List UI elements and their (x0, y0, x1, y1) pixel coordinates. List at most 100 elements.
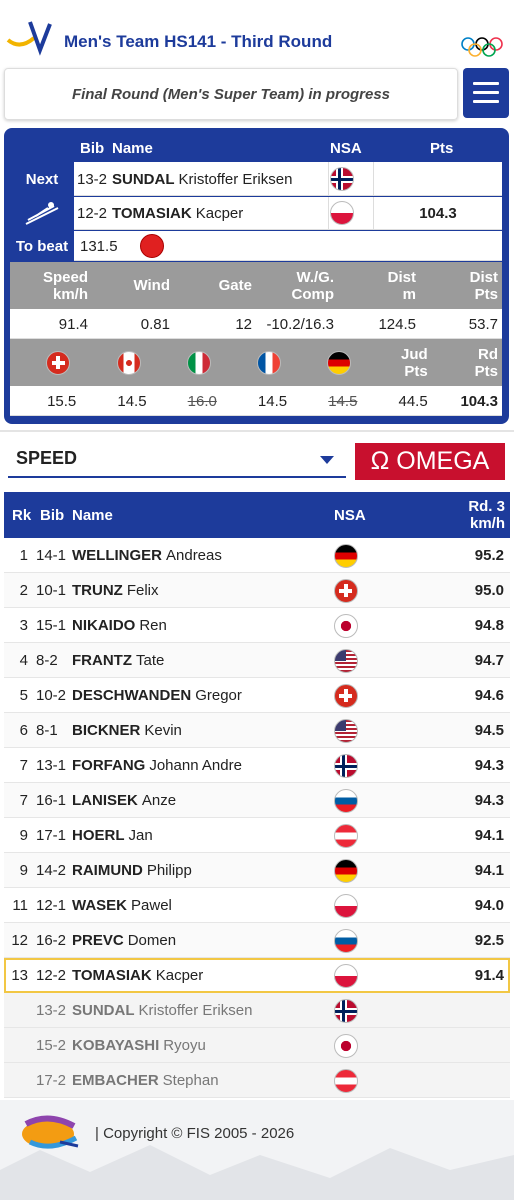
judge-header-bg (10, 339, 502, 386)
table-row (4, 713, 510, 748)
bib: 17-2 (36, 1072, 67, 1089)
bib: 15-1 (36, 617, 67, 634)
bib: 12-1 (36, 897, 67, 914)
table-row (4, 923, 510, 958)
speed: 95.0 (474, 582, 504, 599)
stats-value: 12 (235, 315, 252, 333)
surname: KOBAYASHI (72, 1037, 160, 1054)
row-label: To beat (15, 237, 69, 255)
surname: WASEK (72, 897, 128, 914)
stats-header: Dist Pts (420, 262, 502, 309)
row-label: Next (25, 170, 59, 188)
surname: FRANTZ (72, 652, 132, 669)
table-row (4, 1063, 510, 1098)
cell-line (373, 162, 374, 196)
footer-mountains (0, 1115, 514, 1200)
athlete-name: RAIMUND Philipp (72, 853, 327, 888)
header-line: W./G. (296, 268, 335, 286)
header-line: Rd (477, 345, 498, 363)
speed: 91.4 (474, 967, 504, 984)
surname: SUNDAL (72, 1002, 135, 1019)
athlete-name: FORFANG Johann Andre (72, 748, 327, 783)
flag (334, 1034, 358, 1058)
column-header: Pts (430, 140, 454, 157)
bib: 13-2 (77, 170, 108, 188)
flag (257, 351, 282, 375)
table-column-header: NSA (334, 506, 366, 524)
row-bg (74, 197, 502, 230)
athlete-name: SUNDAL Kristoffer Eriksen (72, 993, 327, 1028)
stats-header: Speed km/h (10, 262, 92, 309)
flag (334, 579, 358, 603)
rank: 11 (12, 897, 28, 914)
olympic-rings (461, 37, 503, 57)
surname: LANISEK (72, 792, 138, 809)
first-name: Andreas (166, 547, 222, 564)
judge-value: 16.0 (187, 392, 217, 410)
flag (330, 201, 354, 225)
speed: 94.7 (474, 652, 504, 669)
rank: 1 (19, 547, 28, 564)
rank: 6 (19, 722, 28, 739)
surname: SUNDAL (112, 170, 175, 188)
first-name: Pawel (131, 897, 172, 914)
stats-header: Dist m (338, 262, 420, 309)
athlete-name: TOMASIAK Kacper (112, 197, 327, 230)
flag (116, 351, 141, 375)
flag (334, 824, 358, 848)
bib: 16-2 (36, 932, 67, 949)
bib: 10-2 (36, 687, 67, 704)
select-box[interactable]: SPEED (8, 440, 346, 478)
header-line: Dist (387, 268, 416, 286)
rank: 3 (19, 617, 28, 634)
column-header: Bib (80, 140, 105, 157)
flag (334, 754, 358, 778)
first-name: Philipp (146, 862, 192, 879)
bib: 10-1 (36, 582, 67, 599)
first-name: Domen (127, 932, 177, 949)
surname: TOMASIAK (112, 205, 192, 222)
judge-value: 15.5 (47, 392, 77, 410)
flag (334, 964, 358, 988)
footer (0, 1100, 514, 1200)
table-row (4, 608, 510, 643)
flag (46, 351, 71, 375)
table-row (4, 958, 510, 993)
first-name: Johann Andre (149, 757, 242, 774)
table-column-header: Bib (40, 506, 65, 524)
menu-button[interactable] (463, 68, 509, 118)
speed: 94.0 (474, 897, 504, 914)
athlete-name: PREVC Domen (72, 923, 327, 958)
first-name: Kristoffer Eriksen (178, 170, 293, 188)
flag (334, 719, 358, 743)
athlete-name: WELLINGER Andreas (72, 538, 327, 573)
surname: PREVC (72, 932, 124, 949)
header-line: Pts (404, 362, 428, 380)
table-row (4, 748, 510, 783)
surname: WELLINGER (72, 547, 162, 564)
surname: TRUNZ (72, 582, 123, 599)
bib: 8-1 (36, 722, 58, 739)
judge-value: 14.5 (328, 392, 358, 410)
judge-header: Jud Pts (361, 339, 431, 386)
rank: 5 (19, 687, 28, 704)
bib: 12-2 (77, 205, 108, 222)
judge-value: 104.3 (460, 392, 498, 410)
table-row (4, 643, 510, 678)
table-row (4, 538, 510, 573)
surname: NIKAIDO (72, 617, 136, 634)
rank: 9 (19, 862, 28, 879)
bib: 12-2 (36, 967, 67, 984)
table-row (4, 573, 510, 608)
bib: 15-2 (36, 1037, 67, 1054)
judge-value: 14.5 (257, 392, 288, 410)
athlete-name: TRUNZ Felix (72, 573, 327, 608)
stats-value: 124.5 (378, 315, 416, 333)
column-header: Name (112, 140, 153, 157)
divider (0, 430, 514, 432)
speed: 92.5 (474, 932, 504, 949)
stats-header: Gate (174, 262, 256, 309)
rank: 12 (11, 932, 28, 949)
surname: FORFANG (72, 757, 146, 774)
page-title: Men's Team HS141 - Third Round (64, 32, 333, 51)
